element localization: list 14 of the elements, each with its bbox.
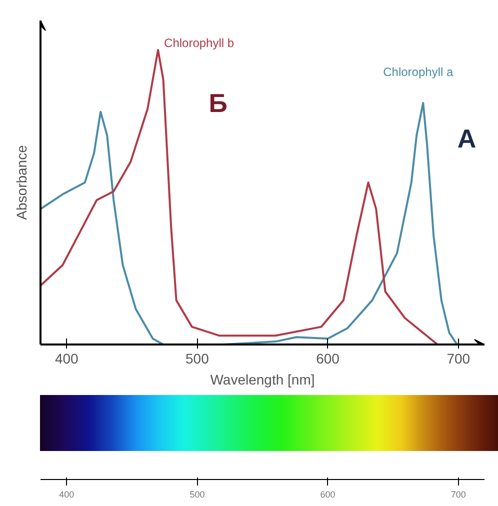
- y-axis-title: Absorbance: [14, 144, 30, 220]
- x2-tick-label: 500: [186, 350, 210, 366]
- annotation: Б: [208, 88, 228, 118]
- text: Chlorophyll a: [383, 64, 454, 79]
- x-axis-title: Wavelength [nm]: [210, 372, 315, 388]
- x-tick-label: 500: [190, 490, 205, 500]
- x2-tick-label: 700: [446, 350, 470, 366]
- x2-tick-label: 600: [316, 350, 340, 366]
- x-tick-label: 400: [59, 490, 74, 500]
- x-tick-label: 600: [320, 490, 336, 500]
- x-tick-label: 700: [450, 490, 466, 500]
- annotation: A: [457, 123, 476, 154]
- series-label: Chlorophyll b: [164, 36, 234, 50]
- x2-tick-label: 400: [54, 350, 79, 366]
